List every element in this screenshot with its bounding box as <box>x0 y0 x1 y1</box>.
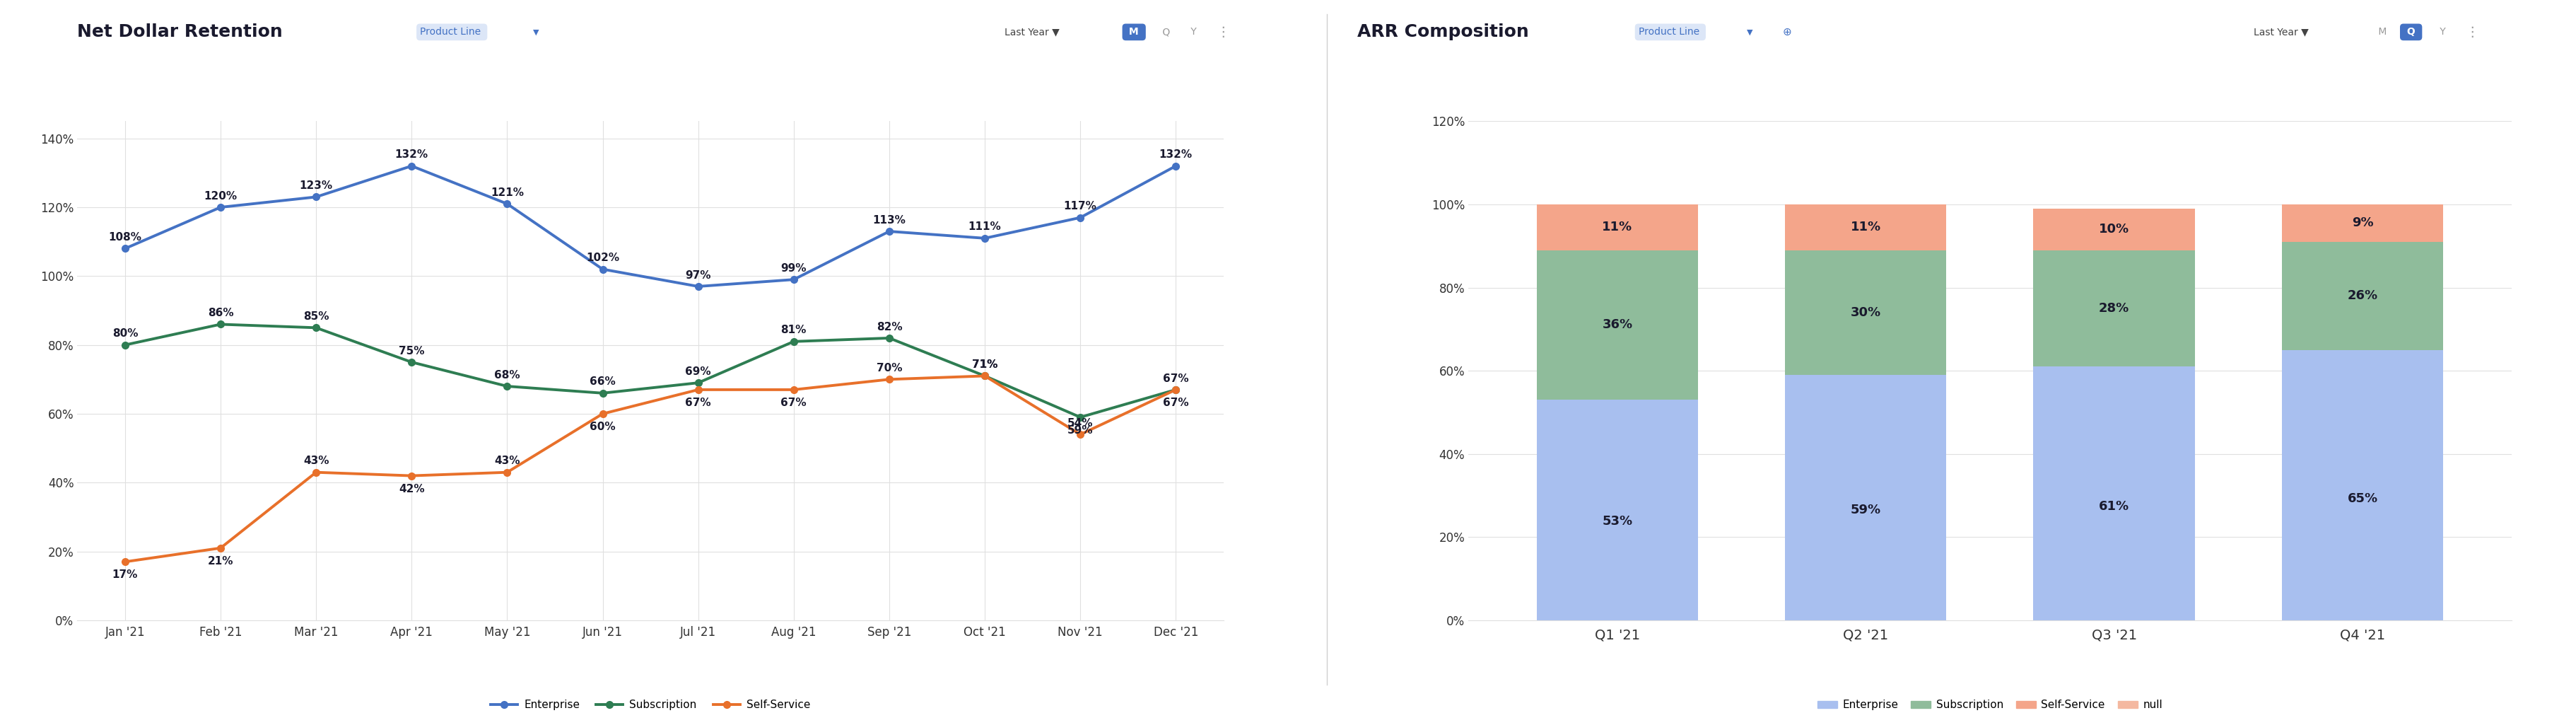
Text: Product Line: Product Line <box>420 27 484 37</box>
Text: M: M <box>2375 27 2391 37</box>
Text: 120%: 120% <box>204 191 237 201</box>
Text: M: M <box>1126 27 1141 37</box>
Text: 26%: 26% <box>2347 289 2378 302</box>
Text: 80%: 80% <box>113 329 139 339</box>
Text: 81%: 81% <box>781 325 806 336</box>
Bar <box>2282 350 2442 620</box>
Text: 67%: 67% <box>1162 398 1188 408</box>
Text: 10%: 10% <box>2099 223 2130 236</box>
Text: 86%: 86% <box>209 308 234 319</box>
Text: 70%: 70% <box>876 363 902 374</box>
Text: 28%: 28% <box>2099 302 2130 314</box>
Text: ⋮: ⋮ <box>1216 26 1229 39</box>
Text: 67%: 67% <box>781 398 806 408</box>
Text: 82%: 82% <box>876 322 902 332</box>
Text: 123%: 123% <box>299 180 332 191</box>
Text: ARR Composition: ARR Composition <box>1358 24 1530 41</box>
Bar <box>1538 205 1698 250</box>
Text: 43%: 43% <box>495 456 520 466</box>
Text: ⊕: ⊕ <box>1783 27 1790 37</box>
Text: 102%: 102% <box>585 252 618 263</box>
Text: 113%: 113% <box>873 215 907 225</box>
Text: 54%: 54% <box>1066 418 1092 429</box>
Bar <box>1785 250 1947 375</box>
Text: 59%: 59% <box>1066 425 1092 436</box>
Legend: Enterprise, Subscription, Self-Service: Enterprise, Subscription, Self-Service <box>487 695 814 713</box>
Text: 67%: 67% <box>685 398 711 408</box>
Text: Y: Y <box>2437 27 2450 37</box>
Text: ▼: ▼ <box>1747 29 1752 36</box>
Text: 108%: 108% <box>108 232 142 242</box>
Bar <box>2282 205 2442 242</box>
Text: 21%: 21% <box>209 556 234 567</box>
Bar <box>1785 375 1947 620</box>
Bar <box>2032 209 2195 250</box>
Text: 117%: 117% <box>1064 201 1097 212</box>
Text: 59%: 59% <box>1850 503 1880 516</box>
Text: 69%: 69% <box>685 366 711 377</box>
Text: 61%: 61% <box>2099 500 2130 513</box>
Text: 85%: 85% <box>304 312 330 322</box>
Text: ⋮: ⋮ <box>2465 26 2478 39</box>
Text: 132%: 132% <box>394 150 428 160</box>
Text: Q: Q <box>1159 27 1172 37</box>
Text: Q: Q <box>2403 27 2419 37</box>
Bar <box>2032 366 2195 620</box>
Text: 43%: 43% <box>304 456 330 466</box>
Text: 132%: 132% <box>1159 150 1193 160</box>
Text: 121%: 121% <box>489 188 523 198</box>
Text: 60%: 60% <box>590 421 616 432</box>
Text: 66%: 66% <box>590 376 616 387</box>
Text: 42%: 42% <box>399 483 425 494</box>
Text: 75%: 75% <box>399 346 425 356</box>
Text: 17%: 17% <box>113 570 139 580</box>
Text: 68%: 68% <box>495 370 520 380</box>
Text: 30%: 30% <box>1850 306 1880 319</box>
Text: 71%: 71% <box>971 359 997 370</box>
Text: Last Year ▼: Last Year ▼ <box>2254 27 2308 37</box>
Text: 11%: 11% <box>1850 221 1880 234</box>
Bar <box>2032 250 2195 366</box>
Text: ▼: ▼ <box>533 29 538 36</box>
Text: Last Year ▼: Last Year ▼ <box>1005 27 1059 37</box>
Text: Net Dollar Retention: Net Dollar Retention <box>77 24 283 41</box>
Text: 111%: 111% <box>969 222 1002 232</box>
Text: 11%: 11% <box>1602 221 1633 234</box>
Text: 65%: 65% <box>2347 492 2378 505</box>
Text: 9%: 9% <box>2352 217 2372 230</box>
Bar <box>1785 205 1947 250</box>
Text: Product Line: Product Line <box>1638 27 1703 37</box>
Text: 99%: 99% <box>781 263 806 274</box>
Text: 67%: 67% <box>1162 373 1188 384</box>
Text: 71%: 71% <box>971 359 997 370</box>
Text: 36%: 36% <box>1602 319 1633 332</box>
Bar <box>1538 250 1698 400</box>
Legend: Enterprise, Subscription, Self-Service, null: Enterprise, Subscription, Self-Service, … <box>1814 695 2166 713</box>
Bar <box>1538 400 1698 620</box>
Text: 53%: 53% <box>1602 515 1633 528</box>
Bar <box>2282 242 2442 350</box>
Text: Y: Y <box>1188 27 1200 37</box>
Text: 97%: 97% <box>685 270 711 280</box>
